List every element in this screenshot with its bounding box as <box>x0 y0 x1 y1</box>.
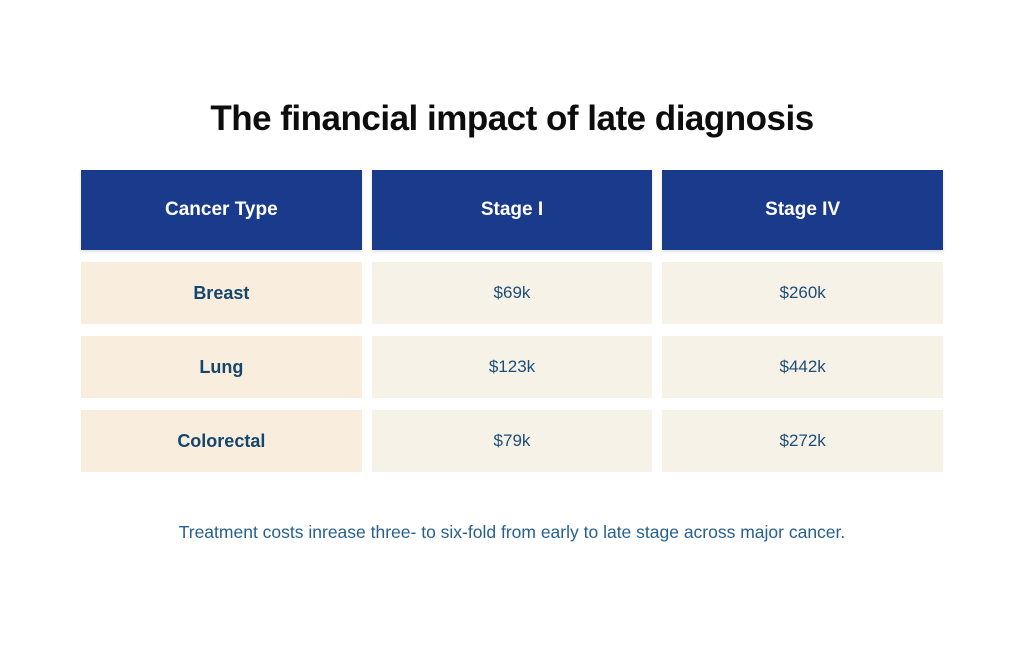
column-header-stage-i: Stage I <box>371 170 653 250</box>
row-label-lung: Lung <box>81 336 362 398</box>
cell-breast-stage-i: $69k <box>371 262 653 324</box>
cost-comparison-table: Cancer Type Stage I Stage IV Breast $69k… <box>81 170 943 472</box>
cell-breast-stage-iv: $260k <box>662 262 943 324</box>
column-header-cancer-type: Cancer Type <box>81 170 362 250</box>
row-label-colorectal: Colorectal <box>81 410 362 472</box>
caption-text: Treatment costs inrease three- to six-fo… <box>178 522 846 542</box>
column-header-stage-iv: Stage IV <box>662 170 943 250</box>
cell-colorectal-stage-i: $79k <box>371 410 653 472</box>
page-title: The financial impact of late diagnosis <box>210 99 814 139</box>
cell-lung-stage-i: $123k <box>371 336 653 398</box>
row-label-breast: Breast <box>81 262 362 324</box>
cell-lung-stage-iv: $442k <box>662 336 943 398</box>
cell-colorectal-stage-iv: $272k <box>662 410 943 472</box>
